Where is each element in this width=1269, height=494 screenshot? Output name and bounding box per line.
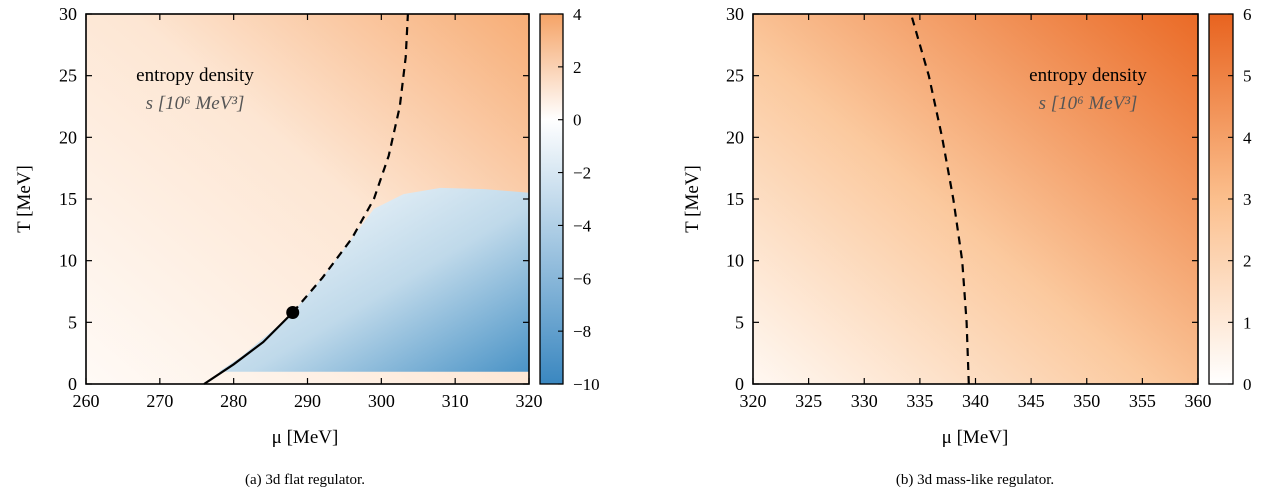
negative-region-a [218, 187, 529, 372]
y-tick-label: 20 [59, 127, 77, 147]
y-axis-title-a: T [MeV] [14, 165, 35, 233]
colorbar-tick-label: 0 [1243, 375, 1252, 394]
x-tick-label: 300 [368, 391, 395, 411]
x-tick-label: 360 [1185, 391, 1212, 411]
y-tick-label: 30 [726, 4, 744, 24]
y-tick-label: 15 [59, 189, 77, 209]
ticks-a: 260 270 280 290 300 310 320 0 5 10 15 20 25 30 [59, 4, 543, 411]
x-tick-label: 345 [1018, 391, 1045, 411]
colorbar-tick-label: −2 [573, 164, 591, 183]
colorbar-tick-label: 2 [1243, 252, 1252, 271]
colorbar-a [539, 13, 564, 385]
caption-a: (a) 3d flat regulator. [245, 472, 365, 488]
colorbar-tick-label: 1 [1243, 313, 1252, 332]
x-tick-label: 320 [516, 391, 543, 411]
y-tick-label: 5 [68, 312, 77, 332]
x-tick-label: 270 [146, 391, 173, 411]
x-tick-label: 325 [795, 391, 822, 411]
y-tick-label: 20 [726, 127, 744, 147]
x-tick-label: 280 [220, 391, 247, 411]
x-tick-label: 355 [1129, 391, 1156, 411]
ticks-b: 320 325 330 335 340 345 350 355 360 0 5 10 15 20 25 30 [726, 4, 1212, 411]
x-tick-label: 290 [294, 391, 321, 411]
y-axis-title-b: T [MeV] [682, 165, 703, 233]
colorbar-tick-label: 4 [573, 5, 582, 24]
colorbar-tick-label: 6 [1243, 5, 1252, 24]
y-tick-label: 0 [68, 374, 77, 394]
colorbar-tick-label: 0 [573, 111, 582, 130]
y-tick-label: 0 [735, 374, 744, 394]
colorbar-tick-label: −4 [573, 216, 592, 235]
first-order-line-a [203, 311, 294, 385]
crossover-line-b [909, 13, 970, 385]
x-tick-label: 320 [740, 391, 767, 411]
colorbar-ticks-b: 6 5 4 3 2 1 0 [1228, 5, 1252, 394]
y-tick-label: 25 [59, 66, 77, 86]
x-axis-title-a: μ [MeV] [272, 427, 339, 448]
x-tick-label: 350 [1073, 391, 1100, 411]
y-tick-label: 30 [59, 4, 77, 24]
caption-b: (b) 3d mass-like regulator. [896, 472, 1054, 488]
colorbar-tick-label: −6 [573, 269, 591, 288]
colorbar-tick-label: −8 [573, 322, 591, 341]
colorbar-tick-label: −10 [573, 375, 600, 394]
colorbar-tick-label: 2 [573, 58, 582, 77]
annotation-title-a: entropy density [136, 65, 254, 86]
panel-b: 320 325 330 335 340 345 350 355 360051015202530 … [682, 4, 1252, 488]
colorbar-ticks-a: 4 2 0 −2 −4 −6 −8 −10 [558, 5, 600, 394]
heatmap-b [753, 14, 1198, 384]
y-tick-label: 5 [735, 312, 744, 332]
annotation-quantity-a: s [10⁶ MeV³] [146, 93, 245, 114]
y-tick-label: 25 [726, 66, 744, 86]
x-tick-label: 310 [442, 391, 469, 411]
y-tick-label: 15 [726, 189, 744, 209]
colorbar-tick-label: 4 [1243, 128, 1252, 147]
x-tick-label: 260 [73, 391, 100, 411]
y-tick-label: 10 [726, 251, 744, 271]
heatmap-a [86, 14, 529, 384]
annotation-title-b: entropy density [1029, 65, 1147, 86]
x-axis-title-b: μ [MeV] [942, 427, 1009, 448]
x-tick-label: 335 [906, 391, 933, 411]
colorbar-tick-label: 3 [1243, 190, 1252, 209]
colorbar-tick-label: 5 [1243, 67, 1252, 86]
y-tick-label: 10 [59, 251, 77, 271]
annotation-quantity-b: s [10⁶ MeV³] [1039, 93, 1138, 114]
critical-endpoint [286, 305, 300, 319]
x-tick-label: 340 [962, 391, 989, 411]
x-tick-label: 330 [851, 391, 878, 411]
